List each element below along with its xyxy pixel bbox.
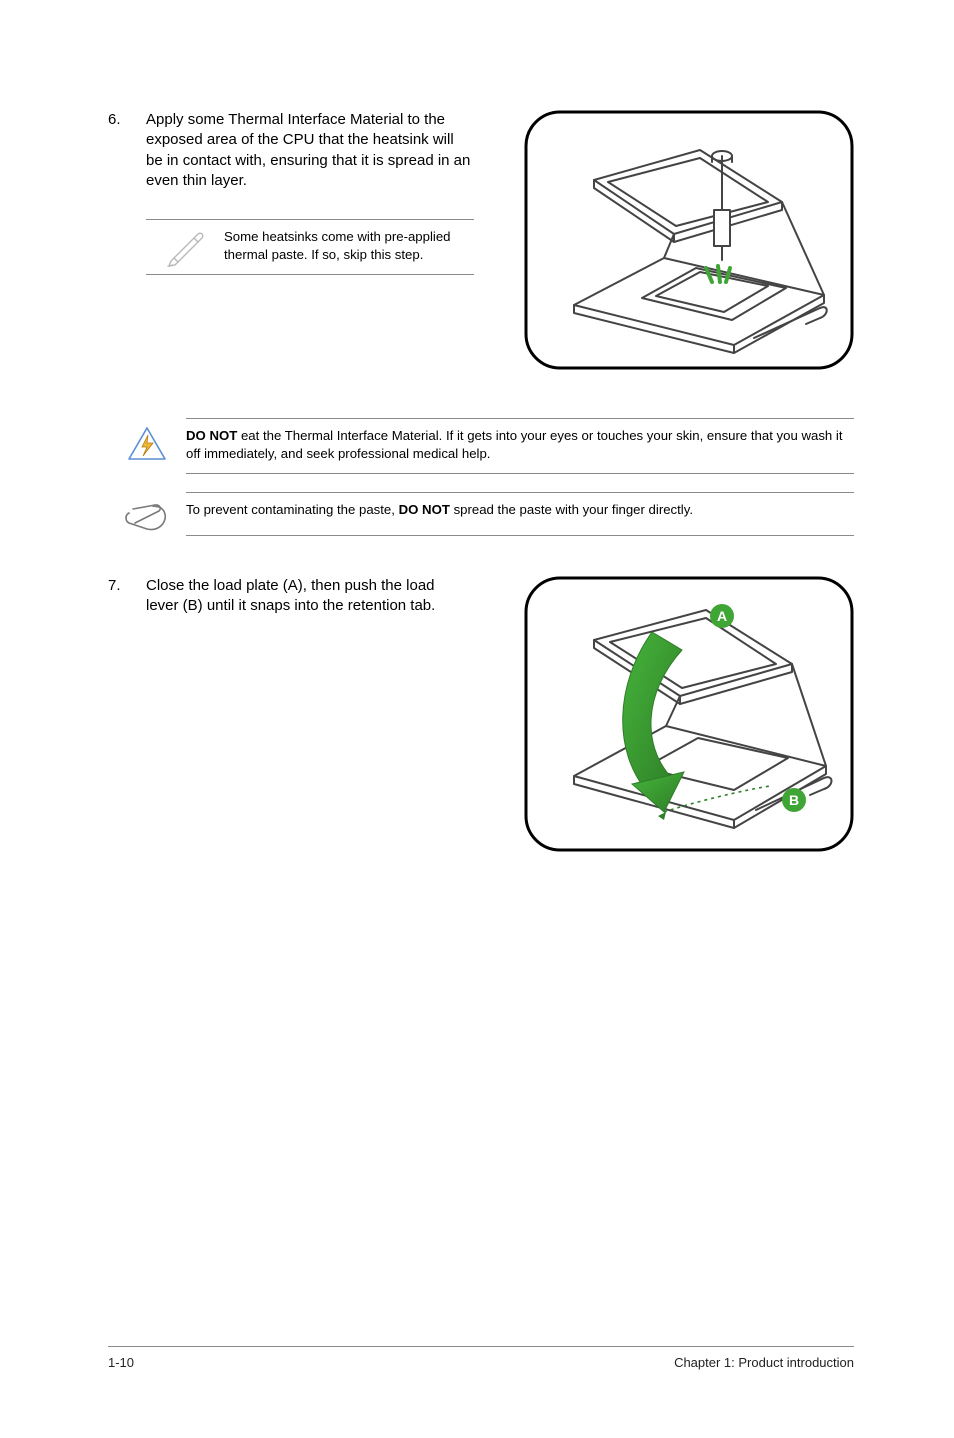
note-row: Some heatsinks come with pre-applied the… <box>146 220 474 274</box>
step-6: 6. Apply some Thermal Interface Material… <box>108 110 854 370</box>
warning-row: DO NOT eat the Thermal Interface Materia… <box>108 419 854 473</box>
step-6-text: Apply some Thermal Interface Material to… <box>146 110 474 191</box>
step-7-text-col: Close the load plate (A), then push the … <box>146 576 456 617</box>
step-7: 7. Close the load plate (A), then push t… <box>108 576 854 852</box>
step-6-figure-col <box>474 110 854 370</box>
tip-bold: DO NOT <box>399 502 450 517</box>
step-7-number: 7. <box>108 576 146 596</box>
warning-rule-bottom <box>186 473 854 474</box>
warning-prefix: DO NOT <box>186 428 237 443</box>
label-a-text: A <box>717 608 727 624</box>
note-text-col: Some heatsinks come with pre-applied the… <box>224 220 474 274</box>
warning-text-col: DO NOT eat the Thermal Interface Materia… <box>186 419 854 473</box>
footer-chapter: Chapter 1: Product introduction <box>674 1355 854 1370</box>
footer-page-number: 1-10 <box>108 1355 134 1370</box>
warning-body: eat the Thermal Interface Material. If i… <box>186 428 843 461</box>
warning-block: DO NOT eat the Thermal Interface Materia… <box>108 418 854 474</box>
tip-block: To prevent contaminating the paste, DO N… <box>108 492 854 536</box>
label-b-badge: B <box>782 788 806 812</box>
note-rule-bottom <box>146 274 474 275</box>
pencil-note-icon <box>164 226 206 268</box>
tip-post: spread the paste with your finger direct… <box>450 502 693 517</box>
note-block: Some heatsinks come with pre-applied the… <box>146 219 474 275</box>
hand-tip-icon <box>123 499 171 535</box>
step-7-figure-col: A B <box>456 576 854 852</box>
note-text: Some heatsinks come with pre-applied the… <box>224 220 474 274</box>
warning-icon-col <box>108 419 186 469</box>
warning-text: DO NOT eat the Thermal Interface Materia… <box>186 419 854 473</box>
tip-pre: To prevent contaminating the paste, <box>186 502 399 517</box>
tip-row: To prevent contaminating the paste, DO N… <box>108 493 854 535</box>
label-b-text: B <box>789 792 799 808</box>
step-6-text-col: Apply some Thermal Interface Material to… <box>146 110 474 275</box>
bolt-warning-icon <box>125 425 169 469</box>
step-7-text: Close the load plate (A), then push the … <box>146 576 456 617</box>
tip-rule-bottom <box>186 535 854 536</box>
figure-close-plate: A B <box>524 576 854 852</box>
note-icon-col <box>146 220 224 268</box>
tip-text-col: To prevent contaminating the paste, DO N… <box>186 493 854 529</box>
tip-icon-col <box>108 493 186 535</box>
label-a-badge: A <box>710 604 734 628</box>
tip-text: To prevent contaminating the paste, DO N… <box>186 493 854 529</box>
page-footer: 1-10 Chapter 1: Product introduction <box>108 1346 854 1370</box>
footer-line: 1-10 Chapter 1: Product introduction <box>108 1346 854 1370</box>
step-6-number: 6. <box>108 110 146 130</box>
figure-apply-paste <box>524 110 854 370</box>
